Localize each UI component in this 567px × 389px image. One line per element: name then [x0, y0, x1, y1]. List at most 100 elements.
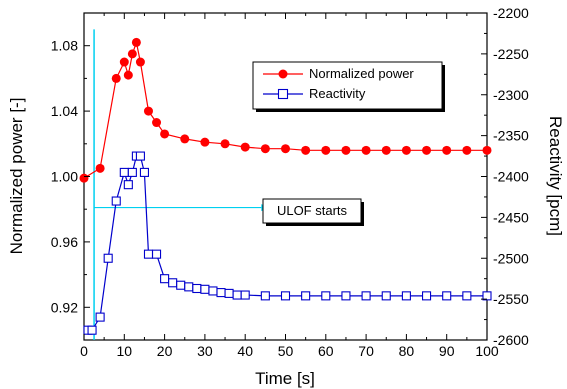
- data-point-reactivity: [135, 151, 145, 161]
- annotation-ulof: ULOF starts: [262, 198, 364, 226]
- y-tick-label: 0.96: [51, 234, 78, 250]
- data-point-reactivity: [143, 249, 154, 259]
- legend: Normalized power Reactivity: [252, 61, 445, 112]
- data-point-reactivity: [240, 290, 250, 300]
- data-point-power: [119, 57, 129, 67]
- data-point-power: [200, 137, 210, 147]
- legend-label-power: Normalized power: [309, 66, 414, 81]
- y2-tick-label: -2300: [493, 87, 529, 103]
- y-tick-label: 1.08: [51, 38, 78, 54]
- x-axis-label: Time [s]: [255, 369, 315, 388]
- data-point-reactivity: [151, 249, 162, 259]
- x-tick-label: 80: [399, 343, 415, 359]
- data-point-power: [79, 173, 89, 183]
- y2-tick-label: -2500: [493, 250, 529, 266]
- series-line-1: [88, 155, 487, 331]
- y-tick-label: 1.00: [51, 169, 78, 185]
- x-tick-label: 10: [117, 343, 133, 359]
- y-tick-label: 1.04: [51, 103, 78, 119]
- data-point-reactivity: [127, 167, 137, 177]
- y-tick-label: 0.92: [51, 299, 78, 315]
- legend-box-shadow: [442, 65, 445, 112]
- annotation-box-shadow: [361, 202, 364, 226]
- data-point-reactivity: [401, 291, 411, 301]
- data-point-power: [123, 70, 133, 80]
- data-point-reactivity: [462, 291, 472, 301]
- y2-tick-label: -2450: [493, 209, 529, 225]
- y2-tick-label: -2600: [493, 332, 529, 348]
- data-point-reactivity: [216, 288, 226, 298]
- data-point-reactivity: [119, 167, 129, 177]
- data-point-power: [301, 145, 311, 155]
- data-point-reactivity: [176, 280, 186, 290]
- legend-label-reactivity: Reactivity: [309, 86, 366, 101]
- data-point-reactivity: [341, 291, 351, 301]
- x-tick-label: 70: [358, 343, 374, 359]
- data-point-reactivity: [361, 291, 371, 301]
- data-point-power: [240, 142, 250, 152]
- data-point-reactivity: [482, 291, 492, 301]
- annotation-text: ULOF starts: [277, 203, 348, 218]
- y2-tick-label: -2200: [493, 5, 529, 21]
- data-point-reactivity: [421, 291, 432, 301]
- x-tick-label: 0: [80, 343, 88, 359]
- data-point-power: [152, 118, 162, 128]
- data-point-reactivity: [184, 282, 194, 292]
- data-point-reactivity: [160, 274, 170, 284]
- data-point-power: [220, 139, 230, 149]
- axes-layer: 0 10 20 30 40 50 60 70 80 90 100 0.92 0.96 1.00 1.04 1.…: [51, 5, 529, 359]
- x-tick-label: 50: [278, 343, 294, 359]
- y2-tick-label: -2350: [493, 128, 529, 144]
- data-point-reactivity: [321, 291, 331, 301]
- data-point-reactivity: [381, 291, 391, 301]
- y2-axis-label: Reactivity [pcm]: [546, 116, 565, 236]
- series-layer: [79, 37, 492, 335]
- data-point-reactivity: [123, 180, 133, 190]
- data-point-power: [321, 145, 331, 155]
- data-point-power: [462, 145, 472, 155]
- data-point-reactivity: [168, 278, 178, 288]
- data-point-reactivity: [301, 291, 311, 301]
- data-point-power: [180, 134, 190, 144]
- data-point-power: [135, 57, 145, 67]
- data-point-reactivity: [111, 196, 121, 206]
- data-point-reactivity: [95, 312, 105, 322]
- data-point-power: [422, 145, 432, 155]
- data-point-reactivity: [442, 291, 452, 301]
- data-point-reactivity: [224, 288, 234, 298]
- data-point-power: [260, 144, 270, 154]
- y2-tick-label: -2250: [493, 46, 529, 62]
- data-point-power: [143, 106, 153, 116]
- data-point-power: [127, 49, 137, 59]
- data-point-power: [131, 37, 141, 47]
- data-point-reactivity: [192, 283, 202, 294]
- data-point-reactivity: [280, 291, 291, 301]
- data-point-power: [95, 163, 105, 173]
- data-point-reactivity: [87, 325, 97, 335]
- data-point-reactivity: [200, 284, 210, 294]
- x-tick-label: 100: [475, 343, 499, 359]
- y2-tick-label: -2400: [493, 169, 529, 185]
- data-point-power: [381, 145, 391, 155]
- x-tick-label: 60: [318, 343, 334, 359]
- data-point-reactivity: [103, 253, 113, 263]
- y-axis-label: Normalized power [-]: [7, 98, 26, 255]
- x-tick-label: 90: [439, 343, 455, 359]
- legend-marker-reactivity: [277, 88, 289, 100]
- data-point-power: [281, 144, 290, 154]
- data-point-power: [111, 73, 121, 83]
- legend-box-shadow-bottom: [256, 109, 445, 112]
- data-point-power: [482, 145, 492, 155]
- x-tick-label: 30: [197, 343, 213, 359]
- data-point-power: [341, 145, 351, 155]
- legend-marker-power: [278, 69, 288, 79]
- data-point-power: [361, 145, 371, 155]
- y2-tick-label: -2550: [493, 291, 529, 307]
- x-tick-label: 20: [157, 343, 173, 359]
- x-tick-label: 40: [237, 343, 253, 359]
- data-point-reactivity: [260, 291, 270, 301]
- data-point-reactivity: [232, 290, 242, 300]
- data-point-power: [160, 129, 170, 139]
- data-point-reactivity: [139, 167, 149, 177]
